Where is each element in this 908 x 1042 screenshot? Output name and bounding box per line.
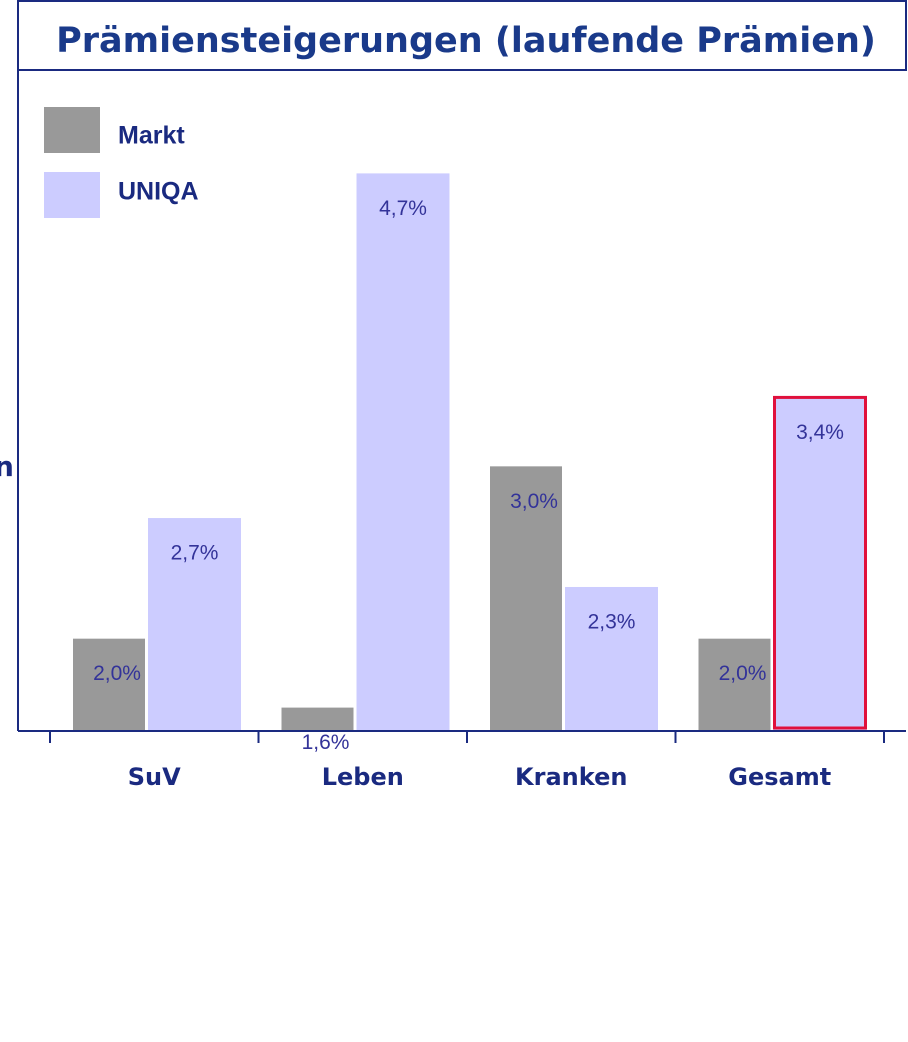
bar	[148, 518, 241, 730]
legend-label: Markt	[118, 122, 185, 150]
edge-text: n	[0, 450, 14, 483]
value-label: 4,7%	[379, 197, 427, 220]
legend-label: UNIQA	[118, 178, 199, 206]
x-tick-label: Kranken	[515, 763, 627, 791]
title-box	[17, 0, 907, 71]
x-tick-label: Leben	[322, 763, 404, 791]
x-tick-label: SuV	[128, 763, 181, 791]
bar	[490, 466, 562, 730]
bar	[73, 638, 145, 730]
value-label: 2,7%	[171, 542, 219, 565]
bar	[281, 707, 354, 730]
value-label: 3,4%	[796, 421, 844, 444]
bar	[773, 397, 867, 730]
bar	[356, 173, 450, 730]
legend-swatch	[44, 172, 100, 218]
value-label: 1,6%	[302, 731, 350, 754]
chart-title: Prämiensteigerungen (laufende Prämien)	[56, 21, 876, 61]
bar	[565, 586, 658, 730]
highlight-box	[773, 395, 867, 730]
value-label: 2,0%	[719, 662, 767, 685]
legend-swatch	[44, 107, 100, 153]
value-label: 3,0%	[510, 490, 558, 513]
bar	[698, 638, 771, 730]
x-tick-label: Gesamt	[728, 763, 831, 791]
value-label: 2,3%	[588, 611, 636, 634]
value-label: 2,0%	[93, 662, 141, 685]
